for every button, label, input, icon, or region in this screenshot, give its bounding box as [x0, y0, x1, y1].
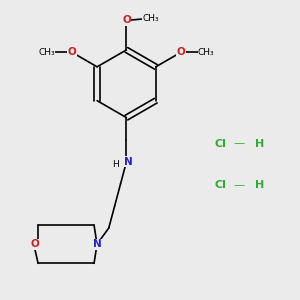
Text: CH₃: CH₃ [142, 14, 159, 23]
Text: N: N [124, 157, 133, 167]
Text: Cl: Cl [215, 180, 227, 190]
Text: O: O [122, 15, 131, 26]
Text: Cl: Cl [215, 139, 227, 149]
Text: O: O [31, 239, 40, 249]
Text: O: O [67, 47, 76, 57]
Text: H: H [254, 180, 264, 190]
Text: O: O [177, 47, 186, 57]
Text: H: H [112, 160, 119, 169]
Text: —: — [234, 139, 245, 148]
Text: CH₃: CH₃ [198, 48, 214, 57]
Text: H: H [254, 139, 264, 149]
Text: N: N [93, 239, 101, 249]
Text: CH₃: CH₃ [38, 48, 55, 57]
Text: —: — [234, 180, 245, 190]
